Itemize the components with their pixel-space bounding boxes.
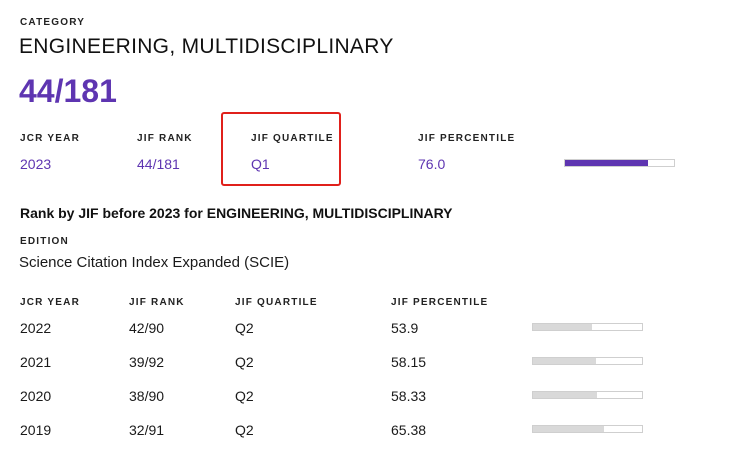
current-jif-quartile: Q1 — [251, 156, 270, 172]
history-row-0-jcr-year: 2022 — [20, 320, 52, 336]
history-row-3-jif-rank: 32/91 — [129, 422, 165, 438]
history-header-jif-quartile: JIF QUARTILE — [235, 297, 318, 308]
history-header-jif-rank: JIF RANK — [129, 297, 185, 308]
history-row-1-jif-quartile: Q2 — [235, 354, 254, 370]
history-row-1-jcr-year: 2021 — [20, 354, 52, 370]
category-label: CATEGORY — [20, 17, 86, 28]
history-row-3-percentile-bar — [532, 425, 643, 433]
category-rank: 44/181 — [19, 73, 117, 109]
history-row-0-percentile-bar-fill — [533, 324, 592, 330]
current-jcr-year: 2023 — [20, 156, 52, 172]
history-row-3-jif-percentile: 65.38 — [391, 422, 427, 438]
header-jif-quartile: JIF QUARTILE — [251, 133, 334, 144]
category-name: ENGINEERING, MULTIDISCIPLINARY — [19, 35, 394, 58]
history-row-2-jif-rank: 38/90 — [129, 388, 165, 404]
history-row-1-percentile-bar-fill — [533, 358, 597, 364]
history-row-0-jif-rank: 42/90 — [129, 320, 165, 336]
history-row-2-percentile-bar — [532, 391, 643, 399]
edition-value: Science Citation Index Expanded (SCIE) — [19, 254, 290, 271]
quartile-highlight-box — [221, 112, 341, 186]
history-row-1-jif-rank: 39/92 — [129, 354, 165, 370]
history-row-1-percentile-bar — [532, 357, 643, 365]
edition-label: EDITION — [20, 236, 69, 247]
history-row-2-jif-quartile: Q2 — [235, 388, 254, 404]
header-jif-percentile: JIF PERCENTILE — [418, 133, 516, 144]
history-row-0-percentile-bar — [532, 323, 643, 331]
header-jif-rank: JIF RANK — [137, 133, 193, 144]
history-header-jcr-year: JCR YEAR — [20, 297, 80, 308]
history-row-3-jif-quartile: Q2 — [235, 422, 254, 438]
current-percentile-bar — [564, 159, 675, 167]
history-row-2-jcr-year: 2020 — [20, 388, 52, 404]
history-heading: Rank by JIF before 2023 for ENGINEERING,… — [20, 205, 453, 221]
current-percentile-bar-fill — [565, 160, 648, 166]
current-jif-rank: 44/181 — [137, 156, 180, 172]
history-row-2-percentile-bar-fill — [533, 392, 597, 398]
history-row-3-percentile-bar-fill — [533, 426, 605, 432]
history-row-1-jif-percentile: 58.15 — [391, 354, 427, 370]
history-row-2-jif-percentile: 58.33 — [391, 388, 427, 404]
history-row-0-jif-quartile: Q2 — [235, 320, 254, 336]
history-row-3-jcr-year: 2019 — [20, 422, 52, 438]
header-jcr-year: JCR YEAR — [20, 133, 80, 144]
history-header-jif-percentile: JIF PERCENTILE — [391, 297, 489, 308]
current-jif-percentile: 76.0 — [418, 156, 446, 172]
history-row-0-jif-percentile: 53.9 — [391, 320, 419, 336]
